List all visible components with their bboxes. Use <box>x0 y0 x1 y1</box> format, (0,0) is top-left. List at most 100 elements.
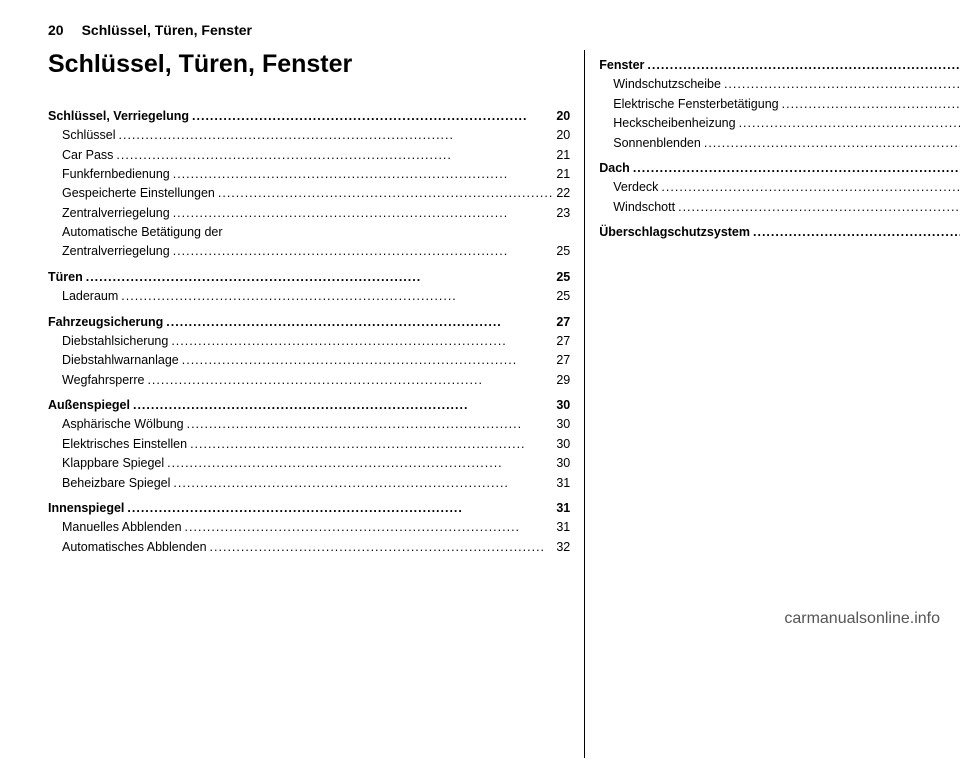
toc-col1: Schlüssel, Verriegelung20Schlüssel20Car … <box>48 107 570 557</box>
toc-label: Zentralverriegelung <box>62 204 170 223</box>
column-2: Fenster32Windschutzscheibe32Elektrische … <box>584 50 960 758</box>
toc-label: Zentralverriegelung <box>62 242 170 261</box>
toc-label: Sonnenblenden <box>613 134 701 153</box>
content-columns: Schlüssel, Türen, Fenster Schlüssel, Ver… <box>48 50 912 758</box>
toc-page: 31 <box>556 518 570 537</box>
toc-page: 30 <box>556 415 570 434</box>
toc-entry: Diebstahlsicherung27 <box>48 332 570 351</box>
toc-dots <box>192 107 553 126</box>
toc-label: Wegfahrsperre <box>62 371 144 390</box>
toc-page: 25 <box>556 268 570 287</box>
toc-entry: Zentralverriegelung25 <box>48 242 570 261</box>
toc-entry: Windschutzscheibe32 <box>599 75 960 94</box>
toc-label: Asphärische Wölbung <box>62 415 184 434</box>
toc-page: 21 <box>556 146 570 165</box>
toc-col2: Fenster32Windschutzscheibe32Elektrische … <box>599 56 960 242</box>
toc-dots <box>133 396 553 415</box>
toc-dots <box>147 371 553 390</box>
toc-entry: Car Pass 21 <box>48 146 570 165</box>
toc-page: 31 <box>556 499 570 518</box>
toc-entry: Elektrische Fensterbetätigung33 <box>599 95 960 114</box>
toc-label: Elektrisches Einstellen <box>62 435 187 454</box>
toc-page: 30 <box>556 396 570 415</box>
toc-dots <box>167 454 553 473</box>
watermark: carmanualsonline.info <box>784 610 940 628</box>
chapter-heading: Schlüssel, Türen, Fenster <box>48 50 570 79</box>
toc-label: Beheizbare Spiegel <box>62 474 170 493</box>
toc-dots <box>210 538 554 557</box>
toc-dots <box>724 75 960 94</box>
toc-label: Funkfernbedienung <box>62 165 170 184</box>
toc-label: Manuelles Abblenden <box>62 518 182 537</box>
toc-page: 27 <box>556 313 570 332</box>
toc-dots <box>753 223 960 242</box>
toc-label: Schlüssel <box>62 126 116 145</box>
toc-entry: Funkfernbedienung 21 <box>48 165 570 184</box>
toc-label: Überschlagschutzsystem <box>599 223 750 242</box>
toc-entry: Schlüssel 20 <box>48 126 570 145</box>
toc-dots <box>704 134 960 153</box>
column-1: Schlüssel, Türen, Fenster Schlüssel, Ver… <box>48 50 584 758</box>
toc-page: 29 <box>556 371 570 390</box>
toc-dots <box>173 165 554 184</box>
toc-page: 27 <box>556 351 570 370</box>
toc-dots <box>187 415 554 434</box>
toc-entry: Heckscheibenheizung35 <box>599 114 960 133</box>
toc-entry: Windschott43 <box>599 198 960 217</box>
toc-dots <box>661 178 960 197</box>
toc-dots <box>185 518 554 537</box>
toc-entry: Gespeicherte Einstellungen 22 <box>48 184 570 203</box>
toc-dots <box>218 184 553 203</box>
toc-entry: Manuelles Abblenden 31 <box>48 518 570 537</box>
toc-page: 25 <box>556 287 570 306</box>
toc-entry: Klappbare Spiegel30 <box>48 454 570 473</box>
toc-dots <box>166 313 553 332</box>
toc-label: Fahrzeugsicherung <box>48 313 163 332</box>
toc-label: Diebstahlsicherung <box>62 332 168 351</box>
toc-label: Innenspiegel <box>48 499 124 518</box>
chapter-title: Schlüssel, Türen, Fenster <box>82 22 252 38</box>
toc-page: 30 <box>556 435 570 454</box>
toc-page: 23 <box>556 204 570 223</box>
toc-entry: Elektrisches Einstellen 30 <box>48 435 570 454</box>
manual-page: 20 Schlüssel, Türen, Fenster Schlüssel, T… <box>0 0 960 778</box>
toc-entry: Überschlagschutzsystem46 <box>599 223 960 242</box>
toc-label: Klappbare Spiegel <box>62 454 164 473</box>
toc-label: Schlüssel, Verriegelung <box>48 107 189 126</box>
toc-entry: Diebstahlwarnanlage27 <box>48 351 570 370</box>
toc-page: 20 <box>556 107 570 126</box>
toc-label: Fenster <box>599 56 644 75</box>
toc-label: Laderaum <box>62 287 118 306</box>
toc-label: Windschutzscheibe <box>613 75 721 94</box>
toc-entry: Zentralverriegelung 23 <box>48 204 570 223</box>
toc-entry: Laderaum 25 <box>48 287 570 306</box>
page-number: 20 <box>48 22 64 38</box>
toc-dots <box>121 287 553 306</box>
toc-entry: Türen25 <box>48 268 570 287</box>
toc-entry: Außenspiegel30 <box>48 396 570 415</box>
toc-page: 31 <box>556 474 570 493</box>
toc-dots <box>127 499 553 518</box>
toc-dots <box>86 268 554 287</box>
page-header: 20 Schlüssel, Türen, Fenster <box>48 22 912 38</box>
toc-label: Elektrische Fensterbetätigung <box>613 95 778 114</box>
toc-label: Heckscheibenheizung <box>613 114 735 133</box>
toc-label: Gespeicherte Einstellungen <box>62 184 215 203</box>
toc-dots <box>119 126 554 145</box>
toc-entry: Fahrzeugsicherung 27 <box>48 313 570 332</box>
toc-dots <box>182 351 554 370</box>
toc-entry: Beheizbare Spiegel 31 <box>48 474 570 493</box>
toc-dots <box>190 435 553 454</box>
toc-label: Car Pass <box>62 146 113 165</box>
toc-entry: Sonnenblenden35 <box>599 134 960 153</box>
toc-entry: Verdeck36 <box>599 178 960 197</box>
toc-page: 22 <box>556 184 570 203</box>
toc-label: Windschott <box>613 198 675 217</box>
toc-entry: Schlüssel, Verriegelung 20 <box>48 107 570 126</box>
toc-entry: Wegfahrsperre 29 <box>48 371 570 390</box>
toc-page: 21 <box>556 165 570 184</box>
toc-label: Verdeck <box>613 178 658 197</box>
toc-page: 20 <box>556 126 570 145</box>
toc-dots <box>782 95 960 114</box>
toc-entry: Dach36 <box>599 159 960 178</box>
